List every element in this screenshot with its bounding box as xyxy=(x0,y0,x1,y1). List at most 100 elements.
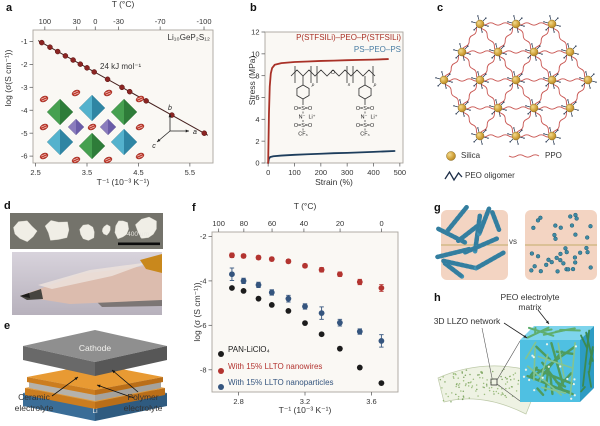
panel-h: h PEO electrolyte matrix 3D LLZO network xyxy=(430,290,600,426)
composite-conductivity-plot: 2.8 3.2 3.6 -2 -4 -6 -8 100 80 60 40 20 0 xyxy=(200,219,399,406)
svg-text:N⁻: N⁻ xyxy=(299,115,306,121)
panel-f: f T (°C) PAN-LiClO₄ With 15% LLTO nanowi… xyxy=(185,200,430,426)
polymer-electrolyte-label-2: electrolyte xyxy=(123,403,163,413)
svg-text:100: 100 xyxy=(288,168,301,177)
panel-a-ylabel: log (σ(S cm⁻¹)) xyxy=(3,49,13,107)
svg-text:0: 0 xyxy=(379,219,383,228)
llzo-membrane-schematic xyxy=(437,309,594,415)
svg-text:O=S=O: O=S=O xyxy=(356,123,374,129)
svg-text:40: 40 xyxy=(300,219,308,228)
svg-text:80: 80 xyxy=(240,219,248,228)
svg-text:3.2: 3.2 xyxy=(300,397,310,406)
panel-b-label: b xyxy=(250,2,257,14)
ceramic-electrolyte-label-1: Ceramic xyxy=(18,392,50,402)
panel-g-label: g xyxy=(434,202,441,214)
svg-text:-8: -8 xyxy=(200,365,207,374)
svg-text:N⁻: N⁻ xyxy=(361,115,368,121)
svg-text:-1: -1 xyxy=(21,37,28,46)
svg-text:10: 10 xyxy=(251,49,259,58)
panel-a-xlabel: T⁻¹ (10⁻³ K⁻¹) xyxy=(96,177,150,187)
svg-text:2.8: 2.8 xyxy=(233,397,243,406)
panel-b-xlabel: Strain (%) xyxy=(315,177,353,187)
legend-peo-oligomer-label: PEO oligomer xyxy=(465,171,515,180)
panel-d: d 400 µm xyxy=(0,200,180,320)
peo-matrix-label-2: matrix xyxy=(518,302,542,312)
svg-text:p: p xyxy=(311,82,315,87)
vs-label: vs xyxy=(509,237,517,246)
svg-text:200: 200 xyxy=(315,168,328,177)
svg-text:8: 8 xyxy=(255,71,259,80)
svg-text:-6: -6 xyxy=(200,321,207,330)
panel-f-xlabel: T⁻¹ (10⁻³ K⁻¹) xyxy=(278,405,332,415)
svg-text:-2: -2 xyxy=(21,60,28,69)
panel-e-label: e xyxy=(4,320,11,332)
svg-text:-4: -4 xyxy=(21,106,28,115)
svg-text:CF₃: CF₃ xyxy=(360,132,369,138)
panel-b-legend-ionomer: P(STFSILi)–PEO–P(STFSILi) xyxy=(296,33,401,42)
panel-b-legend-pspeops: PS–PEO–PS xyxy=(353,45,401,54)
panel-f-legend-nanoparticles: With 15% LLTO nanoparticles xyxy=(228,378,334,387)
panel-f-top-axis-title: T (°C) xyxy=(293,201,317,211)
svg-text:3.6: 3.6 xyxy=(366,397,376,406)
svg-text:O=S=O: O=S=O xyxy=(294,123,312,129)
panel-f-ylabel: log (σ (S cm⁻¹)) xyxy=(192,282,202,342)
cell-stack-schematic xyxy=(23,330,167,421)
svg-text:Li⁺: Li⁺ xyxy=(308,115,315,121)
svg-text:-4: -4 xyxy=(200,276,207,285)
panel-e: e Cathode Ceramic electrolyte Polymer el… xyxy=(0,320,185,426)
svg-text:-70: -70 xyxy=(155,17,166,26)
svg-text:0: 0 xyxy=(255,159,259,168)
svg-text:3.5: 3.5 xyxy=(82,168,92,177)
svg-text:2: 2 xyxy=(255,137,259,146)
panel-f-legend-nanowires: With 15% LLTO nanowires xyxy=(228,362,323,371)
panel-a-activation-energy: 24 kJ mol⁻¹ xyxy=(100,62,142,71)
svg-text:c: c xyxy=(152,143,156,150)
panel-a: a T (°C) Li₁₀GeP₂S₁₂ 24 kJ mol⁻¹ T⁻¹ (10… xyxy=(0,0,235,195)
svg-text:2.5: 2.5 xyxy=(30,168,40,177)
svg-text:-5: -5 xyxy=(21,129,28,138)
svg-text:5.5: 5.5 xyxy=(185,168,195,177)
svg-text:CF₃: CF₃ xyxy=(298,132,307,138)
svg-text:-6: -6 xyxy=(21,152,28,161)
scale-bar-label: 400 µm xyxy=(127,231,149,238)
svg-text:O=S=O: O=S=O xyxy=(294,106,312,112)
svg-text:-30: -30 xyxy=(113,17,124,26)
svg-text:0: 0 xyxy=(93,17,97,26)
svg-text:-2: -2 xyxy=(200,232,207,241)
cathode-label: Cathode xyxy=(78,343,112,353)
llzo-network-label: 3D LLZO network xyxy=(433,316,501,326)
panel-a-top-axis-title: T (°C) xyxy=(111,0,135,9)
svg-text:100: 100 xyxy=(39,17,52,26)
svg-text:4: 4 xyxy=(255,115,259,124)
legend-ppo-label: PPO xyxy=(545,151,562,160)
panel-f-label: f xyxy=(192,202,196,214)
panel-h-label: h xyxy=(434,292,441,304)
arrhenius-plot-lgps: 2.5 3.5 4.5 5.5 -1 -2 -3 -4 -5 -6 100 30 0 -30 -70 -100… xyxy=(21,17,214,177)
svg-text:300: 300 xyxy=(341,168,354,177)
nanowire-vs-nanoparticle-diagram xyxy=(435,204,597,280)
svg-text:b: b xyxy=(168,105,172,112)
panel-a-material-label: Li₁₀GeP₂S₁₂ xyxy=(167,33,211,42)
svg-text:0: 0 xyxy=(266,168,270,177)
panel-d-label: d xyxy=(4,200,11,212)
svg-text:-100: -100 xyxy=(197,17,212,26)
ceramic-electrolyte-label-2: electrolyte xyxy=(14,403,54,413)
panel-b: b P(STFSILi)–PEO–P(STFSILi) PS–PEO–PS St… xyxy=(243,0,425,195)
svg-text:400: 400 xyxy=(367,168,380,177)
li-anode-label: Li xyxy=(92,408,98,415)
svg-text:Li⁺: Li⁺ xyxy=(370,115,377,121)
svg-text:60: 60 xyxy=(268,219,276,228)
polymer-electrolyte-label-1: Polymer xyxy=(127,392,159,402)
svg-text:O: O xyxy=(331,70,335,76)
panel-g: g vs xyxy=(430,200,600,300)
svg-text:a: a xyxy=(193,129,197,136)
peo-matrix-label-1: PEO electrolyte xyxy=(500,292,560,302)
silica-ppo-network-diagram xyxy=(435,15,597,182)
svg-text:500: 500 xyxy=(394,168,407,177)
svg-text:4.5: 4.5 xyxy=(133,168,143,177)
svg-text:12: 12 xyxy=(251,28,259,37)
svg-text:30: 30 xyxy=(72,17,80,26)
panel-f-legend-pan: PAN-LiClO₄ xyxy=(228,345,270,354)
svg-text:100: 100 xyxy=(212,219,225,228)
